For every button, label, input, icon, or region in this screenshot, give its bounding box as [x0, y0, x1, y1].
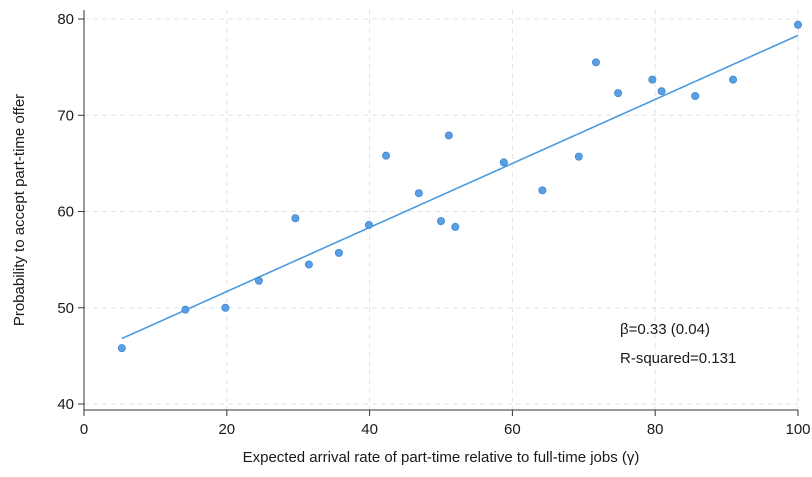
axes: 0 20 40 60 80 100 40 50 60 70 80 — [57, 10, 811, 438]
data-points — [117, 20, 803, 353]
data-point — [691, 92, 700, 101]
r-squared-annotation: R-squared=0.131 — [620, 350, 736, 367]
data-point — [181, 305, 190, 314]
fit-line-group — [121, 34, 799, 340]
beta-annotation: β=0.33 (0.04) — [620, 321, 710, 338]
y-tick-label: 50 — [57, 300, 74, 317]
y-tick-label: 80 — [57, 11, 74, 28]
x-tick-label: 80 — [647, 421, 664, 438]
data-point — [117, 344, 126, 353]
data-point — [538, 186, 547, 195]
data-point — [254, 276, 263, 285]
data-point — [436, 217, 445, 226]
data-point — [221, 303, 230, 312]
data-point — [648, 75, 657, 84]
gridlines — [83, 10, 799, 410]
x-axis-title: Expected arrival rate of part-time relat… — [243, 449, 640, 466]
data-point — [657, 87, 666, 96]
x-tick-label: 100 — [785, 421, 810, 438]
data-point — [382, 151, 391, 160]
data-point — [451, 222, 460, 231]
data-point — [414, 189, 423, 198]
data-point — [591, 58, 600, 67]
data-point — [334, 248, 343, 257]
data-point — [304, 260, 313, 269]
y-tick-label: 70 — [57, 107, 74, 124]
x-tick-label: 20 — [218, 421, 235, 438]
x-tick-label: 40 — [361, 421, 378, 438]
data-point — [444, 131, 453, 140]
data-point — [364, 220, 373, 229]
x-tick-label: 60 — [504, 421, 521, 438]
data-point — [499, 158, 508, 167]
y-tick-label: 60 — [57, 204, 74, 221]
data-point — [574, 152, 583, 161]
text-group: Expected arrival rate of part-time relat… — [11, 94, 736, 466]
data-point — [614, 89, 623, 98]
y-axis-title: Probability to accept part-time offer — [11, 94, 28, 326]
data-point — [794, 20, 803, 29]
x-tick-label: 0 — [80, 421, 88, 438]
fit-line — [121, 34, 799, 340]
data-point — [729, 75, 738, 84]
y-tick-label: 40 — [57, 396, 74, 413]
data-point — [291, 214, 300, 223]
